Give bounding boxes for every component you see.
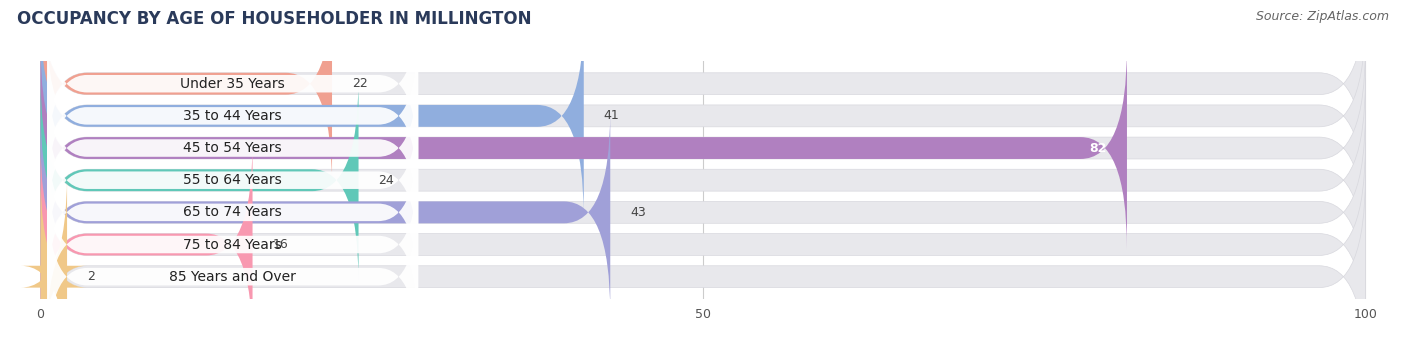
Text: Source: ZipAtlas.com: Source: ZipAtlas.com xyxy=(1256,10,1389,23)
Text: 2: 2 xyxy=(87,270,94,283)
FancyBboxPatch shape xyxy=(41,143,1365,340)
FancyBboxPatch shape xyxy=(48,125,418,300)
FancyBboxPatch shape xyxy=(48,92,418,268)
Text: 45 to 54 Years: 45 to 54 Years xyxy=(183,141,283,155)
Text: 85 Years and Over: 85 Years and Over xyxy=(169,270,297,284)
Text: 16: 16 xyxy=(273,238,288,251)
FancyBboxPatch shape xyxy=(41,46,1365,250)
FancyBboxPatch shape xyxy=(41,14,1365,218)
FancyBboxPatch shape xyxy=(41,0,332,185)
Text: Under 35 Years: Under 35 Years xyxy=(180,77,285,91)
FancyBboxPatch shape xyxy=(41,175,1365,340)
FancyBboxPatch shape xyxy=(41,111,610,314)
FancyBboxPatch shape xyxy=(48,157,418,332)
FancyBboxPatch shape xyxy=(21,175,87,340)
FancyBboxPatch shape xyxy=(41,14,583,218)
Text: 24: 24 xyxy=(378,174,394,187)
FancyBboxPatch shape xyxy=(41,0,1365,185)
Text: 65 to 74 Years: 65 to 74 Years xyxy=(183,205,283,219)
Text: 41: 41 xyxy=(603,109,620,122)
FancyBboxPatch shape xyxy=(41,143,253,340)
Text: 82: 82 xyxy=(1090,141,1107,155)
FancyBboxPatch shape xyxy=(48,0,418,171)
FancyBboxPatch shape xyxy=(48,28,418,204)
Text: 75 to 84 Years: 75 to 84 Years xyxy=(183,238,283,252)
FancyBboxPatch shape xyxy=(48,189,418,340)
FancyBboxPatch shape xyxy=(41,46,1128,250)
Text: 55 to 64 Years: 55 to 64 Years xyxy=(183,173,283,187)
Text: 35 to 44 Years: 35 to 44 Years xyxy=(183,109,283,123)
Text: 43: 43 xyxy=(630,206,645,219)
FancyBboxPatch shape xyxy=(48,60,418,236)
FancyBboxPatch shape xyxy=(41,79,359,282)
Text: 22: 22 xyxy=(352,77,367,90)
FancyBboxPatch shape xyxy=(41,111,1365,314)
FancyBboxPatch shape xyxy=(41,79,1365,282)
Text: OCCUPANCY BY AGE OF HOUSEHOLDER IN MILLINGTON: OCCUPANCY BY AGE OF HOUSEHOLDER IN MILLI… xyxy=(17,10,531,28)
